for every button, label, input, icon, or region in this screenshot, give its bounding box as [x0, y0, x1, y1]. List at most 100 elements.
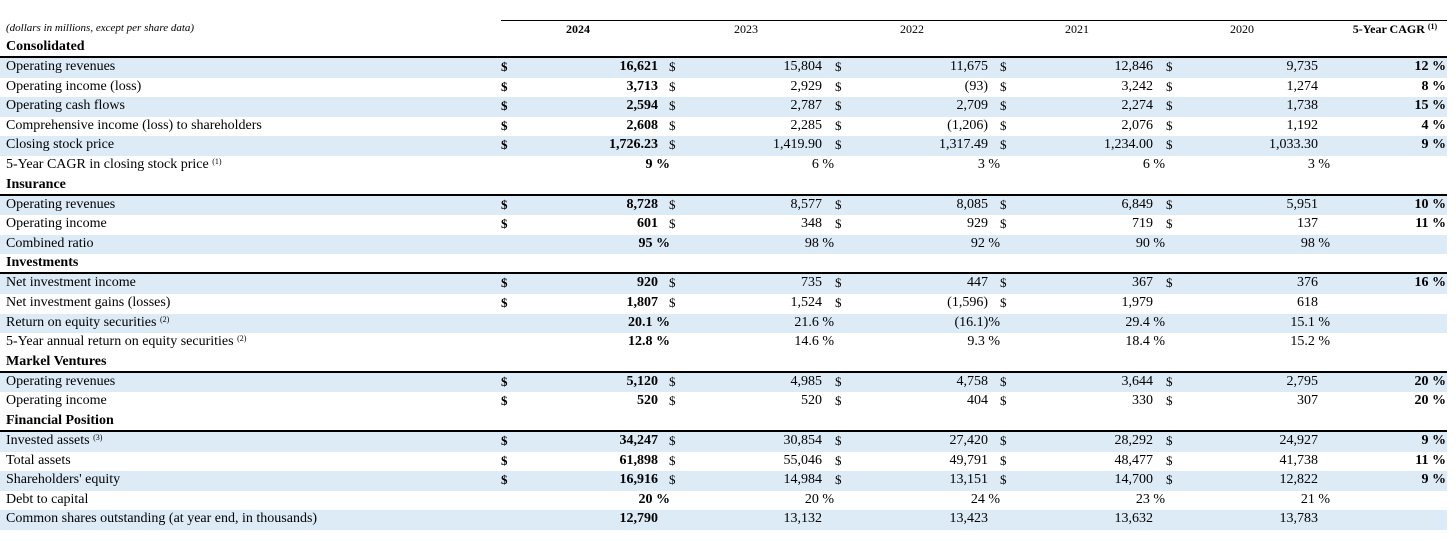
- table-row: Comprehensive income (loss) to sharehold…: [0, 117, 1456, 137]
- cagr-value: 16 %: [1414, 275, 1447, 291]
- row-shading: [0, 58, 1447, 78]
- dollar-sign: $: [835, 216, 842, 232]
- value-cell-2023: 2,929: [790, 78, 823, 94]
- cagr-value: 11 %: [1415, 216, 1446, 232]
- value-cell-2024: 12,790: [619, 511, 659, 527]
- dollar-sign: $: [1000, 59, 1007, 74]
- value-cell-2024: 2,594: [626, 98, 659, 114]
- section-header: Consolidated: [0, 38, 1456, 58]
- dollar-sign: $: [1000, 472, 1007, 488]
- value-cell-2024: 95 %: [638, 235, 671, 251]
- value-cell-2023: 2,787: [790, 98, 823, 114]
- row-label: Operating revenues: [6, 197, 115, 213]
- value-cell-2023: 14,984: [783, 472, 823, 488]
- row-label: Combined ratio: [6, 236, 94, 252]
- row-label-text: Operating income: [6, 393, 107, 409]
- row-label-text: Debt to capital: [6, 491, 89, 507]
- value-cell-2024: 9 %: [645, 157, 671, 172]
- dollar-sign: $: [1166, 59, 1173, 74]
- value-cell-2024: 34,247: [619, 433, 659, 448]
- row-label-text: Common shares outstanding (at year end, …: [6, 511, 318, 527]
- section-rule: [0, 193, 1447, 196]
- row-label: 5-Year annual return on equity securitie…: [6, 334, 246, 350]
- table-row: Total assets $61,898 $55,046 $49,791 $48,477…: [0, 452, 1456, 472]
- table-row: Operating cash flows $2,594 $2,787 $2,709 $2…: [0, 97, 1456, 117]
- row-label: Comprehensive income (loss) to sharehold…: [6, 118, 262, 134]
- row-label-text: Operating cash flows: [6, 98, 125, 114]
- section-header: Markel Ventures: [0, 353, 1456, 373]
- dollar-sign: $: [1000, 373, 1007, 389]
- dollar-sign: $: [1000, 275, 1007, 291]
- value-cell-2021: 29.4 %: [1125, 314, 1165, 330]
- dollar-sign: $: [1000, 452, 1007, 468]
- dollar-sign: $: [501, 98, 508, 114]
- value-cell-2021: 90 %: [1135, 235, 1165, 251]
- value-cell-2022: 2,709: [956, 98, 989, 114]
- value-cell-2021: 13,632: [1114, 511, 1154, 527]
- dollar-sign: $: [835, 78, 842, 94]
- value-cell-2020: 1,274: [1286, 78, 1319, 94]
- dollar-sign: $: [835, 472, 842, 488]
- dollar-sign: $: [501, 216, 508, 232]
- row-label: Common shares outstanding (at year end, …: [6, 511, 317, 527]
- row-label: Operating income (loss): [6, 79, 141, 95]
- value-cell-2022: 1,317.49: [939, 137, 988, 153]
- value-cell-2020: 15.1 %: [1290, 314, 1330, 330]
- table-row: 5-Year CAGR in closing stock price (1) 9 …: [0, 156, 1456, 176]
- dollar-sign: $: [835, 295, 842, 310]
- row-label-text: Operating income: [6, 216, 107, 232]
- value-cell-2021: 2,274: [1121, 98, 1154, 114]
- dollar-sign: $: [669, 472, 676, 488]
- dollar-sign: $: [835, 137, 842, 153]
- dollar-sign: $: [835, 117, 842, 133]
- header-rule: [501, 20, 1447, 21]
- value-cell-2023: 4,985: [790, 373, 823, 389]
- value-cell-2024: 5,120: [626, 373, 659, 389]
- section-rule: [0, 370, 1447, 373]
- value-cell-2021: 3,644: [1121, 373, 1154, 389]
- dollar-sign: $: [1166, 373, 1173, 389]
- cagr-value: 9 %: [1421, 137, 1447, 153]
- dollar-sign: $: [835, 393, 842, 409]
- dollar-sign: $: [669, 59, 676, 74]
- dollar-sign: $: [1000, 98, 1007, 114]
- dollar-sign: $: [501, 196, 508, 212]
- row-label: Operating cash flows: [6, 98, 125, 114]
- dollar-sign: $: [1000, 216, 1007, 232]
- dollar-sign: $: [1000, 196, 1007, 212]
- row-label-text: Net investment income: [6, 275, 136, 291]
- value-cell-2023: 735: [801, 275, 822, 291]
- dollar-sign: $: [501, 59, 508, 74]
- section-title: Insurance: [6, 176, 66, 192]
- dollar-sign: $: [669, 137, 676, 153]
- dollar-sign: $: [669, 216, 676, 232]
- footnote-marker: (2): [159, 314, 170, 324]
- section-title: Investments: [6, 255, 79, 271]
- table-row: Return on equity securities (2) 20.1 % 21.…: [0, 313, 1456, 334]
- row-label: Net investment income: [6, 275, 136, 291]
- table-row: Operating income $601 $348 $929 $719 $137 11 %: [0, 215, 1456, 235]
- value-cell-2024: 3,713: [626, 78, 659, 94]
- value-cell-2020: 21 %: [1300, 491, 1330, 507]
- value-cell-2021: 1,979: [1121, 295, 1154, 310]
- year-header-2022: 2022: [900, 22, 924, 36]
- dollar-sign: $: [1166, 117, 1173, 133]
- value-cell-2022: (93): [964, 78, 988, 94]
- dollar-sign: $: [1000, 433, 1007, 448]
- dollar-sign: $: [501, 137, 508, 153]
- dollar-sign: $: [1166, 137, 1173, 153]
- value-cell-2024: 61,898: [619, 452, 659, 468]
- value-cell-2020: 98 %: [1300, 235, 1330, 251]
- section-rule: [0, 56, 1447, 58]
- value-cell-2022: 9.3 %: [967, 334, 1000, 350]
- value-cell-2020: 376: [1297, 275, 1318, 291]
- value-cell-2023: 520: [801, 393, 822, 409]
- row-label: Net investment gains (losses): [6, 295, 170, 311]
- value-cell-2023: 8,577: [790, 196, 823, 212]
- dollar-sign: $: [501, 373, 508, 389]
- section-header: Investments: [0, 254, 1456, 275]
- cagr-value: 12 %: [1414, 59, 1447, 74]
- dollar-sign: $: [669, 433, 676, 448]
- value-cell-2023: 21.6 %: [794, 314, 834, 330]
